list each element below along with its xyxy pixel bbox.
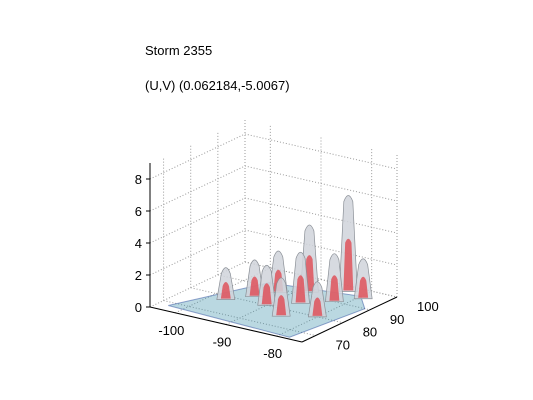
storm-feature [245,259,264,298]
storm-features [216,195,373,318]
x-axis-line [149,306,303,343]
y-tick-label: 80 [363,325,377,340]
floor-grid-y [217,274,370,311]
axes [146,163,398,343]
storm-feature [307,281,327,318]
storm-feature [353,258,373,300]
z-tick-label: 0 [135,300,142,315]
storm-feature [338,195,358,292]
x-tick-label: -100 [158,323,184,338]
chart-subtitle: (U,V) (0.062184,-5.0067) [145,78,290,93]
grid-line-z [149,229,398,276]
grid-line-z [149,197,398,244]
storm-feature [291,251,310,304]
tick-labels: 0 2 4 6 8 -100 -90 -80 70 80 90 100 [135,172,439,361]
z-tick-label: 8 [135,172,142,187]
x-tick-label: -90 [213,335,232,350]
chart-title: Storm 2355 [145,43,213,58]
storm-feature [257,264,277,306]
grid-line-z [149,165,398,212]
z-tick-label: 2 [135,268,142,283]
storm-feature [271,277,291,317]
y-tick-label: 100 [417,299,439,314]
z-tick-label: 6 [135,204,142,219]
grid-line-z [149,133,398,180]
floor-grid-y [244,261,398,298]
x-tick-label: -80 [263,346,282,361]
z-tick-label: 4 [135,236,142,251]
floor-grid-y [163,300,316,337]
y-axis-line [301,296,398,343]
y-tick-label: 70 [336,338,350,353]
y-tick-label: 90 [390,312,404,327]
storm-feature [325,253,344,303]
storm-feature [216,267,236,300]
